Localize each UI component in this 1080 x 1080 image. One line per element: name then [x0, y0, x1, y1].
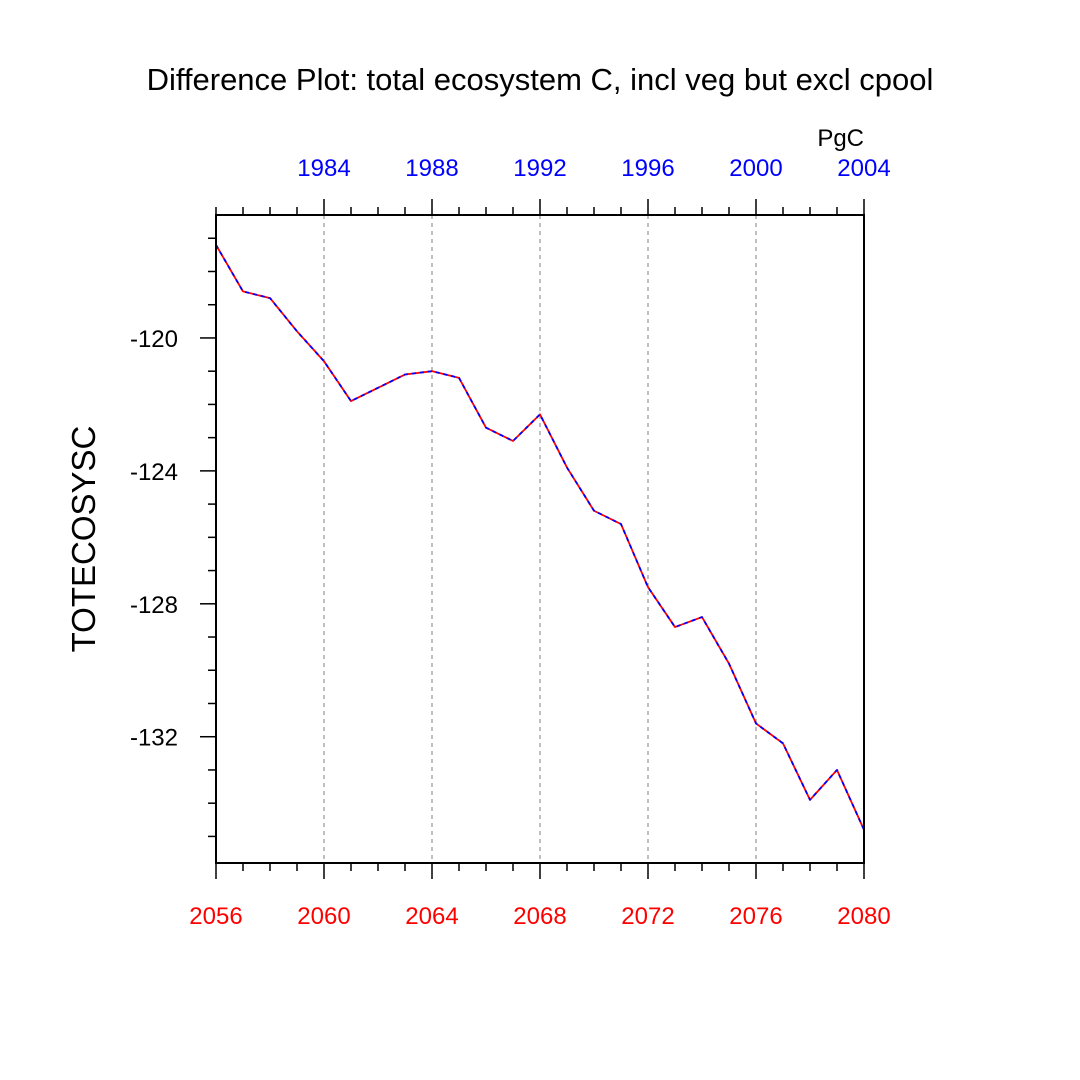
x-bottom-tick-label: 2068 — [513, 903, 566, 930]
y-axis-label: TOTECOSYSC — [65, 426, 102, 653]
y-tick-label: -120 — [130, 326, 178, 353]
y-tick-label: -132 — [130, 725, 178, 752]
x-top-tick-label: 1996 — [621, 155, 674, 182]
x-top-tick-label: 2000 — [729, 155, 782, 182]
y-tick-label: -128 — [130, 592, 178, 619]
chart-title: Difference Plot: total ecosystem C, incl… — [146, 62, 934, 97]
grid-lines — [323, 215, 757, 863]
x-top-tick-label: 1988 — [405, 155, 458, 182]
axis-tick-labels: 2056 2060 2064 2068 2072 2076 2080 1984 1988 1992… — [130, 155, 891, 930]
series-lines — [215, 244, 865, 831]
y-tick-label: -124 — [130, 459, 178, 486]
x-bottom-tick-label: 2076 — [729, 903, 782, 930]
x-bottom-tick-label: 2060 — [297, 903, 350, 930]
x-bottom-tick-label: 2080 — [837, 903, 890, 930]
series-line-2 — [215, 244, 865, 831]
units-label: PgC — [817, 125, 864, 152]
x-bottom-tick-label: 2064 — [405, 903, 458, 930]
x-bottom-tick-label: 2072 — [621, 903, 674, 930]
x-top-tick-label: 1992 — [513, 155, 566, 182]
x-top-tick-label: 2004 — [837, 155, 890, 182]
x-bottom-tick-label: 2056 — [189, 903, 242, 930]
x-top-tick-label: 1984 — [297, 155, 350, 182]
axis-ticks — [200, 199, 865, 879]
